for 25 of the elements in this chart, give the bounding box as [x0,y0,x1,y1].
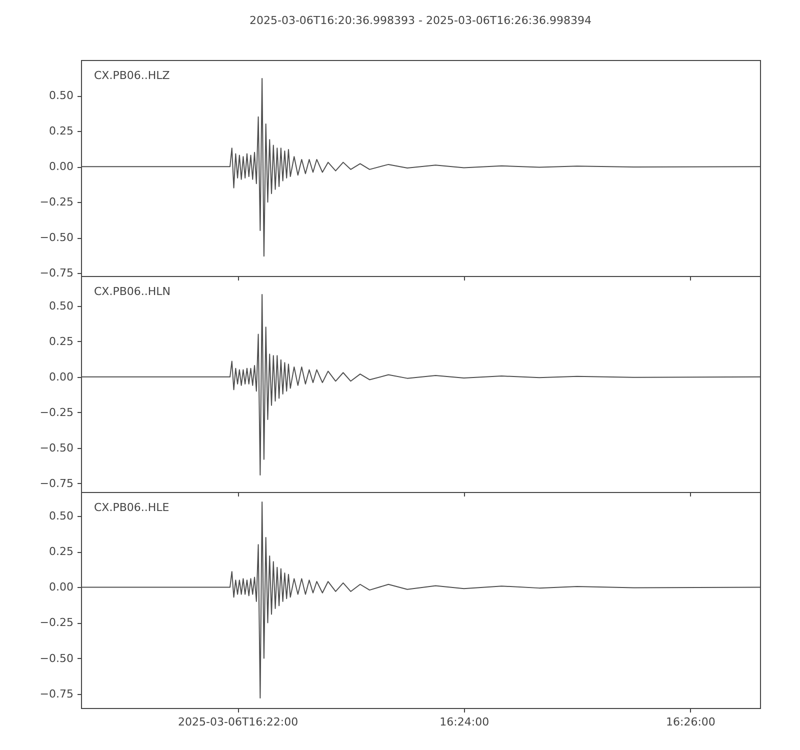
annotation: CX.PB06..HLZ [94,69,170,82]
x-tick-label: 2025-03-06T16:22:00 [178,716,298,728]
y-tick-label: −0.25 [40,196,74,209]
y-tick-label: −0.75 [40,266,74,280]
x-tick-label: 16:26:00 [666,716,716,728]
y-tick-label: 0.00 [49,160,74,174]
y-tick-label: 0.00 [49,580,74,594]
y-tick-label: −0.50 [40,652,74,665]
y-tick-label: −0.75 [40,687,74,700]
annotation: CX.PB06..HLE [94,501,170,514]
y-tick-label: 0.25 [49,545,74,558]
y-tick-label: 0.50 [49,510,74,523]
chart-title: 2025-03-06T16:20:36.998393 - 2025-03-06T16:26:36.998394 [249,14,592,27]
y-tick-label: −0.25 [40,616,74,630]
y-tick-label: −0.50 [40,231,74,244]
y-tick-label: −0.50 [40,441,74,454]
annotation: CX.PB06..HLN [94,285,171,298]
y-tick-label: 0.25 [49,334,74,348]
y-tick-label: 0.25 [49,124,74,138]
y-tick-label: 0.50 [49,89,74,102]
y-tick-label: 0.00 [49,370,74,384]
x-tick-label: 16:24:00 [440,716,490,728]
y-tick-label: −0.75 [40,476,74,490]
y-tick-label: −0.25 [40,406,74,419]
y-tick-label: 0.50 [49,299,74,312]
